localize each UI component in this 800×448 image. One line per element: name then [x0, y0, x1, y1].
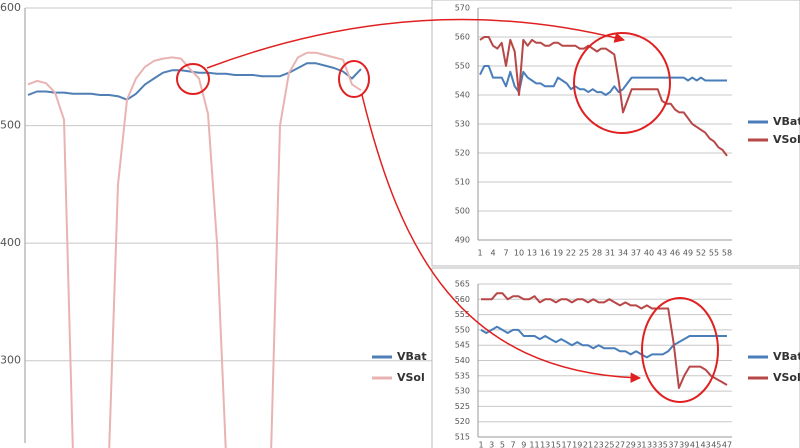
y-tick-label: 510: [455, 178, 470, 187]
x-tick-label: 4: [490, 249, 495, 258]
series-line: [481, 292, 728, 389]
y-tick-label: 545: [455, 341, 470, 350]
x-tick-label: 17: [561, 441, 571, 448]
series-line: [479, 65, 727, 96]
x-tick-label: 27: [615, 441, 625, 448]
y-tick-label: 570: [455, 4, 470, 13]
x-tick-label: 19: [553, 249, 563, 258]
legend-label: VBat: [773, 350, 800, 363]
legend-label: VSol: [773, 371, 800, 384]
y-tick-label: 550: [455, 325, 470, 334]
x-tick-label: 23: [594, 441, 604, 448]
highlight-circle: [176, 63, 210, 95]
x-tick-label: 13: [527, 249, 537, 258]
x-tick-label: 19: [572, 441, 582, 448]
legend-label: VBat: [397, 350, 427, 363]
y-tick-label: 500: [0, 119, 21, 132]
y-tick-label: 560: [455, 33, 470, 42]
x-tick-label: 43: [701, 441, 711, 448]
y-tick-label: 535: [455, 371, 470, 380]
top-chart: 490 500 510 520 530 540 550 560 570 1 4 7 10 13 16 19 22…: [455, 4, 800, 258]
y-tick-label: 540: [455, 91, 470, 100]
x-tick-label: 37: [631, 249, 641, 258]
y-tick-label: 550: [455, 62, 470, 71]
x-tick-label: 52: [696, 249, 706, 258]
x-tick-label: 3: [489, 441, 494, 448]
y-tick-label: 400: [0, 236, 21, 249]
x-tick-label: 40: [644, 249, 654, 258]
x-tick-label: 46: [670, 249, 680, 258]
x-tick-label: 43: [657, 249, 667, 258]
x-tick-label: 25: [604, 441, 614, 448]
x-tick-label: 34: [618, 249, 628, 258]
x-tick-label: 41: [690, 441, 700, 448]
y-tick-label: 500: [455, 207, 470, 216]
y-tick-label: 560: [455, 295, 470, 304]
x-tick-label: 45: [711, 441, 721, 448]
series-line: [27, 51, 362, 448]
bottom-panel: [431, 267, 800, 448]
highlight-circle: [338, 60, 370, 98]
x-tick-label: 58: [722, 249, 732, 258]
x-tick-label: 11: [529, 441, 539, 448]
x-tick-label: 21: [583, 441, 593, 448]
x-tick-label: 55: [709, 249, 719, 258]
x-tick-label: 7: [511, 441, 516, 448]
arrow: [361, 94, 642, 383]
x-tick-label: 37: [668, 441, 678, 448]
y-tick-label: 520: [455, 417, 470, 426]
x-tick-label: 13: [540, 441, 550, 448]
y-tick-label: 490: [455, 236, 470, 245]
y-tick-label: 530: [455, 120, 470, 129]
y-tick-label: 515: [455, 433, 470, 442]
x-tick-label: 49: [683, 249, 693, 258]
series-line: [479, 36, 728, 157]
x-tick-label: 15: [551, 441, 561, 448]
y-tick-label: 530: [455, 387, 470, 396]
y-tick-label: 600: [0, 1, 21, 14]
legend-label: VBat: [773, 115, 800, 128]
x-tick-label: 35: [658, 441, 668, 448]
x-tick-label: 47: [722, 441, 732, 448]
x-tick-label: 28: [592, 249, 602, 258]
series-line: [27, 62, 362, 101]
x-tick-label: 5: [500, 441, 505, 448]
arrow: [206, 18, 626, 69]
x-tick-label: 9: [521, 441, 526, 448]
legend-label: VSol: [397, 371, 425, 384]
y-tick-label: 300: [0, 354, 21, 367]
x-tick-label: 16: [540, 249, 550, 258]
y-tick-label: 520: [455, 149, 470, 158]
x-tick-label: 25: [579, 249, 589, 258]
y-tick-label: 540: [455, 356, 470, 365]
y-tick-label: 565: [455, 280, 470, 289]
x-tick-label: 31: [636, 441, 646, 448]
highlight-circle: [641, 297, 719, 403]
x-tick-label: 1: [477, 249, 482, 258]
annotations: [176, 18, 719, 403]
x-tick-label: 7: [503, 249, 508, 258]
x-tick-label: 10: [514, 249, 524, 258]
x-tick-label: 39: [679, 441, 689, 448]
main-chart: 300 400 500 600 VBat VSol: [0, 1, 435, 448]
x-tick-label: 29: [626, 441, 636, 448]
y-tick-label: 525: [455, 402, 470, 411]
x-tick-label: 33: [647, 441, 657, 448]
legend-label: VSol: [773, 133, 800, 146]
x-tick-label: 1: [478, 441, 483, 448]
y-tick-label: 555: [455, 310, 470, 319]
x-tick-label: 22: [566, 249, 576, 258]
x-tick-label: 31: [605, 249, 615, 258]
series-line: [480, 325, 727, 359]
